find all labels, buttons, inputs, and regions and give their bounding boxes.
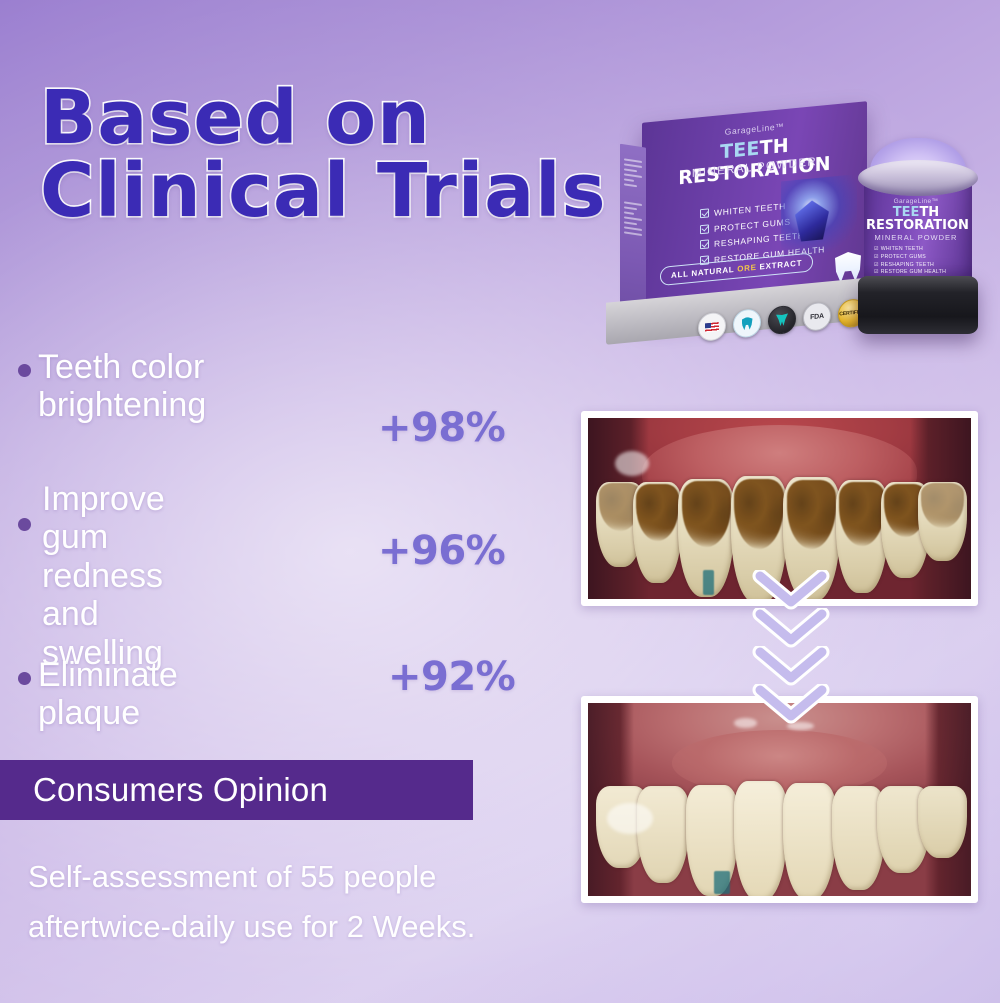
product-image: GarageLine™ TEETH RESTORATION MINERAL PO… bbox=[606, 96, 995, 345]
benefit-label: Improve gum redness and swelling bbox=[42, 480, 165, 672]
before-treatment-photo bbox=[581, 411, 978, 606]
leaf-icon bbox=[776, 313, 788, 326]
jar-brand: GarageLine™ bbox=[893, 198, 939, 205]
crystal-graphic-icon bbox=[781, 174, 857, 264]
tooth-icon bbox=[742, 316, 753, 330]
jar-rim bbox=[858, 160, 978, 196]
checkbox-icon bbox=[700, 239, 709, 250]
after-treatment-photo bbox=[581, 696, 978, 903]
chevron-down-icon bbox=[752, 646, 830, 692]
product-feature-label: PROTECT GUMS bbox=[714, 216, 791, 234]
product-jar: GarageLine™ TEETH RESTORATION MINERAL PO… bbox=[852, 134, 984, 334]
self-assessment-footnote: Self-assessment of 55 people aftertwice-… bbox=[28, 859, 476, 945]
before-mouth-illustration bbox=[588, 418, 971, 599]
dentist-approved-badge bbox=[733, 308, 761, 339]
checkbox-icon bbox=[700, 223, 709, 234]
usa-flag-icon bbox=[705, 321, 719, 332]
made-in-usa-badge bbox=[698, 311, 726, 343]
bullet-dot-icon bbox=[18, 518, 31, 531]
jar-body bbox=[864, 180, 972, 284]
benefit-label: Teeth color brightening bbox=[38, 348, 207, 425]
cruelty-free-badge bbox=[768, 304, 796, 336]
benefit-label: Eliminate plaque bbox=[38, 656, 178, 733]
jar-feature-list: ☑ WHITEN TEETH ☑ PROTECT GUMS ☑ RESHAPIN… bbox=[874, 246, 947, 276]
benefit-percent: +92% bbox=[388, 654, 516, 700]
page-title: Based on Clinical Trials bbox=[38, 75, 607, 235]
jar-lid bbox=[858, 276, 978, 334]
transition-arrows bbox=[752, 570, 848, 730]
natural-badge-highlight: ORE bbox=[737, 262, 757, 274]
product-feature-label: WHITEN TEETH bbox=[714, 200, 786, 218]
jar-subtitle: MINERAL POWDER bbox=[874, 233, 958, 242]
benefit-percent: +96% bbox=[378, 528, 506, 574]
jar-label: GarageLine™ TEETH RESTORATION MINERAL PO… bbox=[866, 198, 969, 277]
checkbox-icon bbox=[700, 208, 709, 219]
jar-title-rest: TH RESTORATION bbox=[866, 205, 969, 233]
bullet-dot-icon bbox=[18, 364, 31, 377]
chevron-down-icon bbox=[752, 684, 830, 730]
chevron-down-icon bbox=[752, 608, 830, 654]
fda-badge: FDA bbox=[803, 301, 831, 332]
bullet-dot-icon bbox=[18, 672, 31, 685]
consumers-opinion-banner: Consumers Opinion bbox=[0, 760, 473, 820]
benefit-percent: +98% bbox=[378, 405, 506, 451]
jar-title: TEETH RESTORATION bbox=[866, 205, 969, 233]
chevron-down-icon bbox=[752, 570, 830, 616]
after-mouth-illustration bbox=[588, 703, 971, 896]
natural-badge-prefix: ALL NATURAL bbox=[671, 264, 738, 281]
consumers-opinion-label: Consumers Opinion bbox=[33, 771, 329, 808]
jar-title-accent: TEE bbox=[892, 205, 920, 220]
